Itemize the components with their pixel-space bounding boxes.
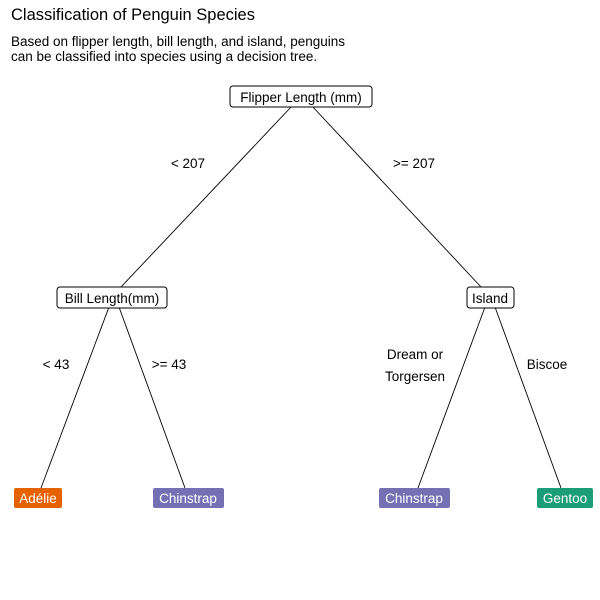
edge-label-root-left: < 207	[171, 156, 205, 171]
node-island: Island	[466, 286, 515, 309]
node-flipper-length: Flipper Length (mm)	[229, 85, 373, 108]
leaf-gentoo-label: Gentoo	[543, 491, 587, 506]
leaf-adelie: Adélie	[14, 488, 62, 508]
node-bill-length-label: Bill Length(mm)	[65, 291, 160, 306]
leaf-chinstrap-bill: Chinstrap	[153, 488, 224, 508]
edge-bill-right	[118, 306, 186, 489]
edge-label-bill-left: < 43	[43, 357, 70, 372]
leaf-chinstrap-island-label: Chinstrap	[385, 491, 443, 506]
leaf-chinstrap-bill-label: Chinstrap	[159, 491, 217, 506]
edge-root-left	[120, 105, 293, 288]
edge-root-right	[311, 105, 482, 288]
edge-island-right	[494, 306, 562, 489]
leaf-chinstrap-island: Chinstrap	[379, 488, 450, 508]
edge-label-bill-right: >= 43	[152, 357, 187, 372]
diagram-subtitle: Based on flipper length, bill length, an…	[11, 34, 345, 64]
edge-island-left	[417, 306, 486, 489]
leaf-gentoo-box	[537, 488, 593, 508]
leaf-gentoo: Gentoo	[537, 488, 593, 508]
edge-label-root-right: >= 207	[393, 156, 435, 171]
leaf-chinstrap-island-box	[379, 488, 450, 508]
edge-bill-left	[40, 306, 110, 489]
node-bill-length: Bill Length(mm)	[56, 286, 168, 309]
subtitle-line-2: can be classified into species using a d…	[11, 49, 318, 64]
node-island-label: Island	[472, 291, 508, 306]
edge-label-island-left-line-1: Dream or	[387, 347, 444, 362]
edge-label-island-left-line-2: Torgersen	[385, 369, 445, 384]
node-flipper-length-label: Flipper Length (mm)	[240, 90, 362, 105]
leaf-adelie-box	[14, 488, 62, 508]
leaf-adelie-label: Adélie	[19, 491, 57, 506]
subtitle-line-1: Based on flipper length, bill length, an…	[11, 34, 345, 49]
leaf-chinstrap-bill-box	[153, 488, 224, 508]
diagram-title: Classification of Penguin Species	[11, 6, 255, 24]
edge-label-island-right: Biscoe	[527, 357, 568, 372]
